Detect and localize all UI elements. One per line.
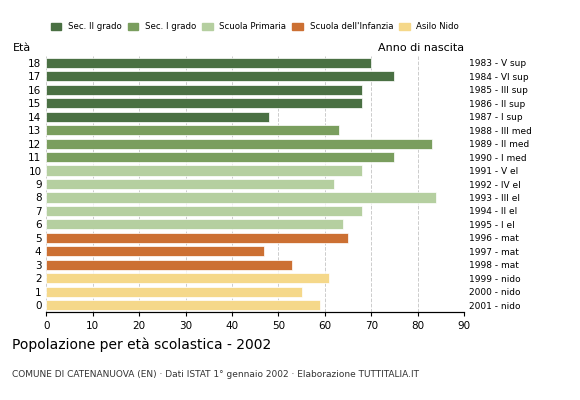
Bar — [46, 300, 320, 310]
Bar — [46, 192, 436, 202]
Bar — [46, 152, 394, 162]
Bar — [46, 246, 264, 256]
Bar — [46, 125, 339, 135]
Bar — [46, 206, 362, 216]
Bar — [46, 58, 371, 68]
Bar — [46, 179, 334, 189]
Bar — [46, 98, 362, 108]
Bar — [46, 219, 343, 230]
Bar — [46, 260, 292, 270]
Bar — [46, 71, 394, 81]
Bar — [46, 166, 362, 176]
Bar — [46, 273, 329, 283]
Bar — [46, 233, 348, 243]
Bar — [46, 287, 302, 297]
Text: Età: Età — [13, 44, 31, 54]
Text: Popolazione per età scolastica - 2002: Popolazione per età scolastica - 2002 — [12, 338, 271, 352]
Bar — [46, 112, 269, 122]
Text: Anno di nascita: Anno di nascita — [378, 44, 464, 54]
Text: COMUNE DI CATENANUOVA (EN) · Dati ISTAT 1° gennaio 2002 · Elaborazione TUTTITALI: COMUNE DI CATENANUOVA (EN) · Dati ISTAT … — [12, 370, 419, 379]
Legend: Sec. II grado, Sec. I grado, Scuola Primaria, Scuola dell'Infanzia, Asilo Nido: Sec. II grado, Sec. I grado, Scuola Prim… — [50, 22, 459, 31]
Bar — [46, 138, 432, 149]
Bar — [46, 85, 362, 95]
